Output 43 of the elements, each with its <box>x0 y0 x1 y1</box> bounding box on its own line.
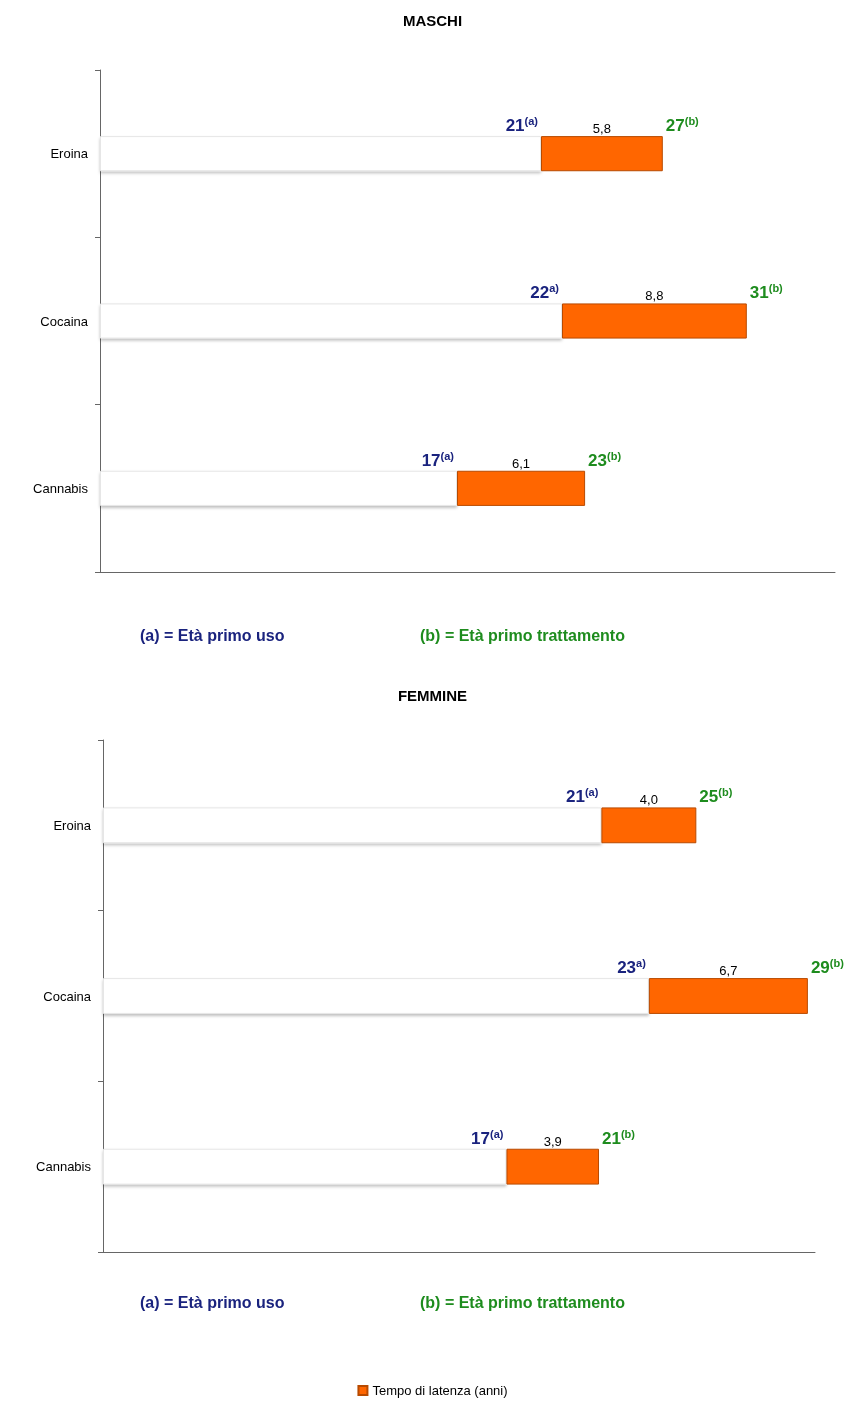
text: (b) = Età primo trattamento <box>420 626 626 644</box>
bar <box>100 470 457 506</box>
y-tick-label: Cannabis <box>36 1159 92 1175</box>
chart-title: FEMMINE <box>397 687 468 704</box>
annotation: 25$^{(b)}$ <box>699 786 733 807</box>
data-label: 6,1 <box>512 455 531 471</box>
bar <box>100 303 562 339</box>
text: (a) = Età primo uso <box>140 626 285 644</box>
y-tick-label: Eroina <box>50 146 89 162</box>
bar <box>506 1148 600 1185</box>
data-label: 21$^{(a)}$ <box>566 786 599 807</box>
data-label: 22$^{a)}$ <box>530 282 560 303</box>
text: (a) = Età primo uso <box>140 1293 285 1311</box>
bar <box>601 807 697 844</box>
data-label: 21$^{(a)}$ <box>505 115 539 136</box>
bar <box>562 303 747 339</box>
bar <box>103 1148 507 1185</box>
bar <box>648 978 808 1014</box>
y-tick-label: Cannabis <box>33 480 89 496</box>
data-label: 17$^{(a)}$ <box>471 1127 504 1148</box>
chart-title: MASCHI <box>402 12 463 29</box>
annotation: 21$^{(b)}$ <box>602 1127 636 1148</box>
annotation: 31$^{(b)}$ <box>749 282 784 303</box>
annotation: 23$^{(b)}$ <box>588 449 622 470</box>
bar <box>103 807 602 844</box>
legend-label: Tempo di latenza (anni) <box>372 1383 508 1398</box>
bar <box>541 136 663 172</box>
data-label: 8,8 <box>645 288 664 304</box>
annotation: 29$^{(b)}$ <box>810 957 845 978</box>
data-label: 17$^{(a)}$ <box>421 449 455 470</box>
bar <box>103 978 649 1014</box>
annotation: 27$^{(b)}$ <box>665 115 700 136</box>
data-label: 6,7 <box>719 963 738 979</box>
data-label: 5,8 <box>592 121 611 137</box>
y-tick-label: Eroina <box>53 817 92 833</box>
data-label: 4,0 <box>639 792 658 808</box>
y-tick-label: Cocaina <box>40 313 89 329</box>
text: (b) = Età primo trattamento <box>420 1293 626 1311</box>
bar <box>457 470 586 506</box>
y-tick-label: Cocaina <box>43 988 92 1004</box>
data-label: 23$^{a)}$ <box>617 957 647 978</box>
bar <box>100 136 541 172</box>
data-label: 3,9 <box>543 1133 562 1149</box>
